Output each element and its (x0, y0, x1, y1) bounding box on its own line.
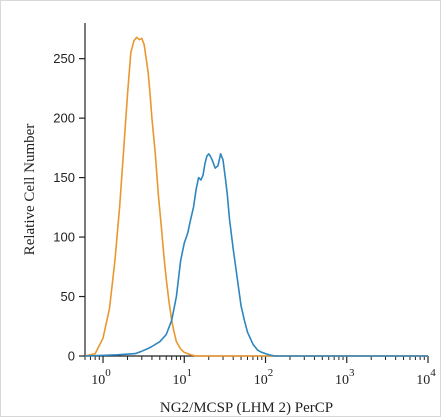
series-2-line (84, 153, 428, 357)
series-layer (84, 36, 428, 357)
x-tick-label: 100 (91, 367, 111, 388)
y-axis-ticks: 0 50 100 150 200 250 (53, 51, 85, 364)
y-tick-label: 200 (53, 111, 75, 126)
y-tick-label: 0 (68, 349, 75, 364)
x-tick-label: 101 (173, 367, 193, 388)
x-axis-ticks: 100 101 102 103 104 (84, 356, 436, 388)
x-tick-label: 103 (335, 367, 355, 388)
y-tick-label: 100 (53, 230, 75, 245)
x-tick-label: 104 (416, 367, 436, 388)
series-1-line (84, 36, 428, 357)
x-axis-label: NG2/MCSP (LHM 2) PerCP (160, 400, 333, 416)
y-axis-label: Relative Cell Number (22, 124, 38, 256)
y-tick-label: 150 (53, 170, 75, 185)
y-tick-label: 50 (61, 289, 75, 304)
y-tick-label: 250 (53, 51, 75, 66)
x-tick-label: 102 (254, 367, 274, 388)
